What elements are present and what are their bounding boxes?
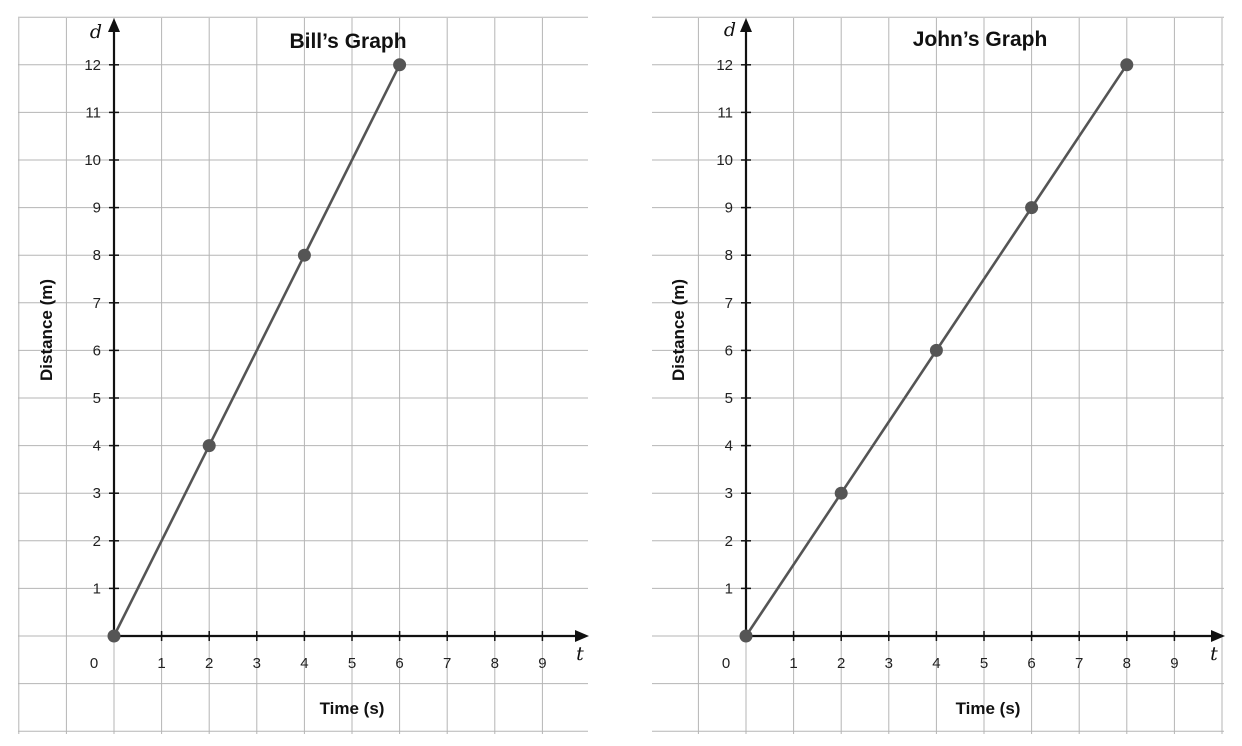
- y-tick-label: 6: [725, 342, 733, 359]
- x-variable-label: t: [1210, 643, 1218, 665]
- x-tick-label: 3: [885, 655, 893, 672]
- x-tick-label: 8: [1123, 655, 1131, 672]
- x-tick-label: 7: [1075, 655, 1083, 672]
- y-tick-label: 10: [716, 152, 733, 169]
- x-tick-label: 5: [980, 655, 988, 672]
- y-tick-label: 6: [93, 342, 101, 359]
- y-tick-label: 1: [93, 580, 101, 597]
- y-tick-label: 9: [725, 200, 733, 217]
- chart-title: John’s Graph: [913, 28, 1048, 51]
- y-axis-arrow: [108, 18, 120, 32]
- y-axis-title: Distance (m): [37, 279, 56, 381]
- x-axis-arrow: [575, 630, 589, 642]
- x-tick-label: 3: [253, 655, 261, 672]
- y-tick-label: 4: [725, 438, 733, 455]
- x-tick-label: 6: [395, 655, 403, 672]
- x-tick-label: 5: [348, 655, 356, 672]
- johns-graph-panel: 1 2 3 4 5 6 7 8 9 1 2 3 4 5 6 7 8 9 10 11 12 0 t d John’s Graph T…: [632, 0, 1242, 746]
- x-tick-label: 2: [837, 655, 845, 672]
- x-tick-label: 8: [491, 655, 499, 672]
- x-axis-title: Time (s): [320, 699, 385, 718]
- series-line: [112, 64, 401, 637]
- y-tick-label: 12: [716, 57, 733, 74]
- data-point: [202, 439, 216, 453]
- y-tick-label: 5: [93, 390, 101, 407]
- y-tick-label: 2: [93, 533, 101, 550]
- y-variable-label: d: [724, 19, 736, 41]
- x-axis-title: Time (s): [956, 699, 1021, 718]
- y-tick-label: 9: [93, 200, 101, 217]
- y-tick-label: 4: [93, 438, 101, 455]
- origin-label: 0: [90, 655, 98, 672]
- x-axis-arrow: [1211, 630, 1225, 642]
- x-tick-label: 1: [789, 655, 797, 672]
- x-tick-label: 9: [1170, 655, 1178, 672]
- origin-label: 0: [722, 655, 730, 672]
- x-tick-label: 4: [300, 655, 308, 672]
- y-tick-label: 8: [725, 247, 733, 264]
- data-point: [1120, 58, 1134, 72]
- y-tick-label: 12: [84, 57, 101, 74]
- y-axis-title: Distance (m): [669, 279, 688, 381]
- chart-title: Bill’s Graph: [289, 30, 406, 53]
- data-point: [297, 248, 311, 262]
- data-point: [1025, 201, 1039, 215]
- y-tick-label: 8: [93, 247, 101, 264]
- x-tick-label: 7: [443, 655, 451, 672]
- y-tick-label: 11: [85, 104, 101, 121]
- data-point: [393, 58, 407, 72]
- y-tick-label: 1: [725, 580, 733, 597]
- x-tick-label: 6: [1027, 655, 1035, 672]
- x-variable-label: t: [576, 643, 584, 665]
- y-axis-arrow: [740, 18, 752, 32]
- x-tick-label: 9: [538, 655, 546, 672]
- y-tick-label: 11: [717, 104, 733, 121]
- y-tick-label: 7: [93, 295, 101, 312]
- data-point: [929, 343, 943, 357]
- y-tick-label: 7: [725, 295, 733, 312]
- y-tick-label: 3: [93, 485, 101, 502]
- x-tick-label: 2: [205, 655, 213, 672]
- y-tick-label: 5: [725, 390, 733, 407]
- y-variable-label: d: [90, 21, 102, 43]
- data-point: [107, 629, 121, 643]
- x-tick-label: 4: [932, 655, 940, 672]
- data-point: [739, 629, 753, 643]
- bills-graph-panel: 1 2 3 4 5 6 7 8 9 1 2 3 4 5 6 7 8 9 10 11 12 0 t d Bill’s Graph T…: [0, 0, 600, 746]
- x-tick-label: 1: [157, 655, 165, 672]
- data-point: [834, 486, 848, 500]
- y-tick-label: 10: [84, 152, 101, 169]
- y-tick-label: 3: [725, 485, 733, 502]
- y-tick-label: 2: [725, 533, 733, 550]
